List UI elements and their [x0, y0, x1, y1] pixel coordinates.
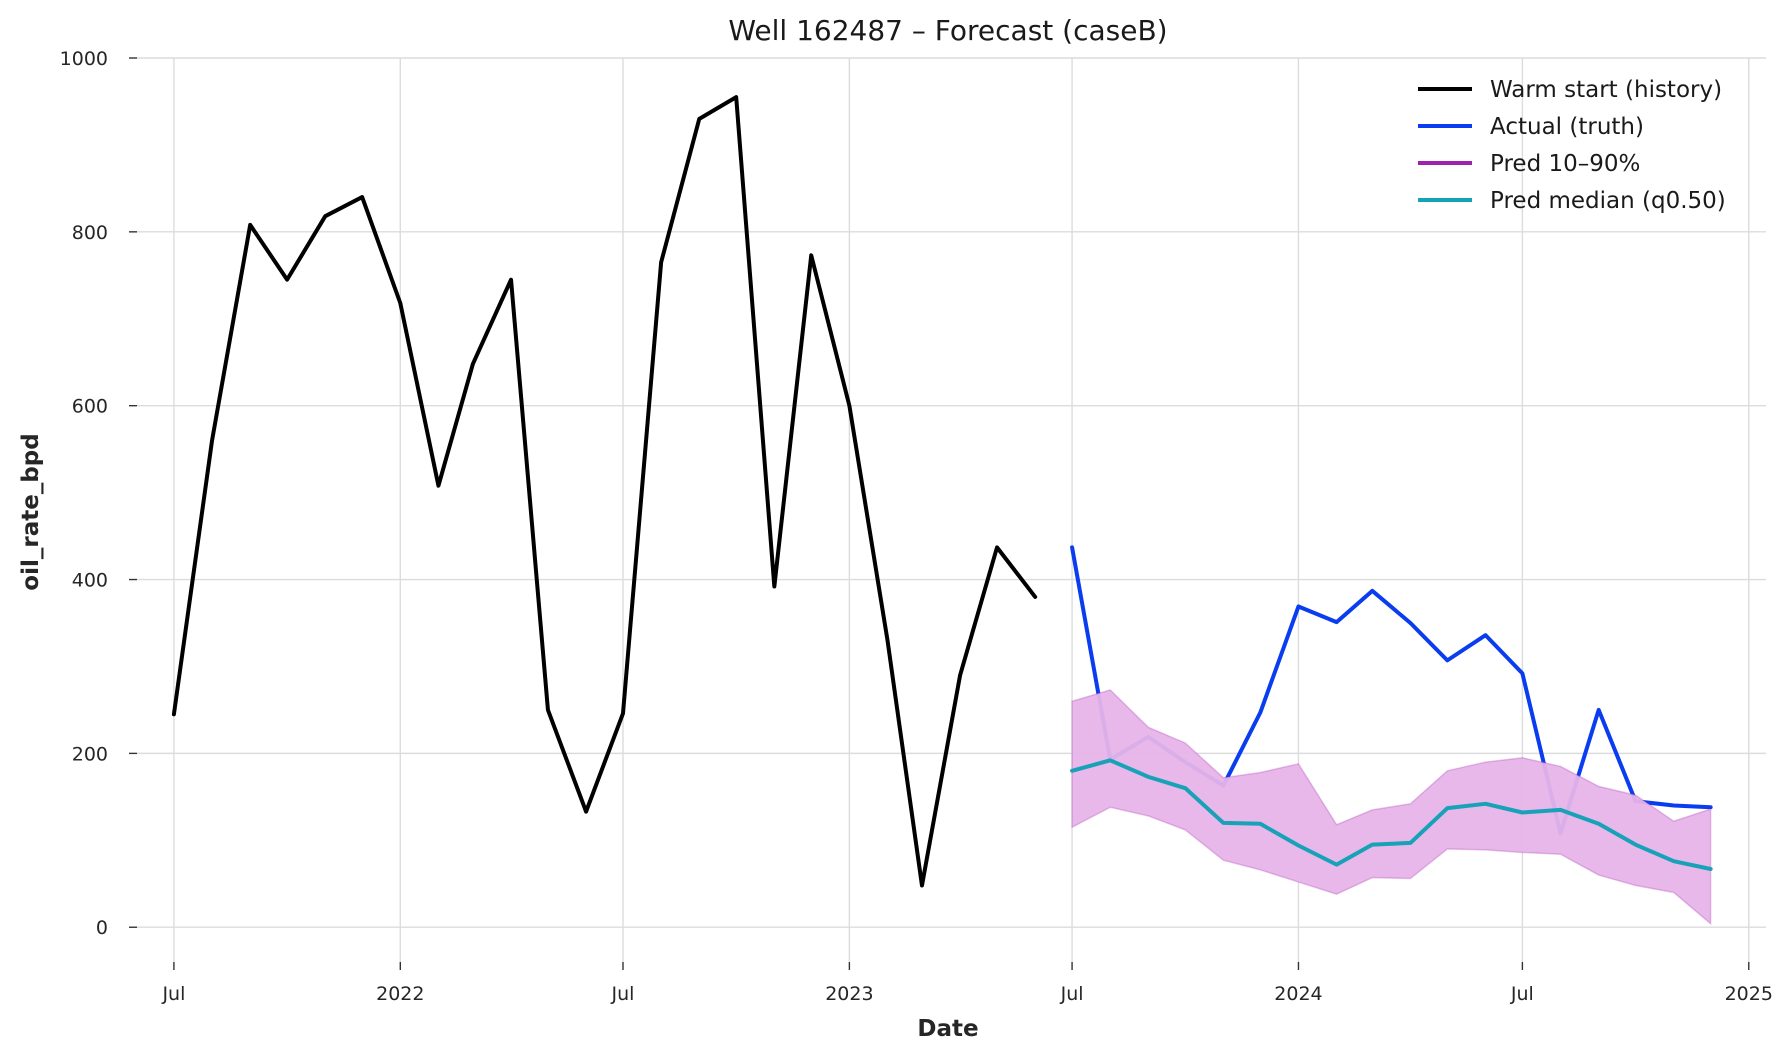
- chart-title: Well 162487 – Forecast (caseB): [728, 14, 1167, 47]
- legend-item: Pred 10–90%: [1418, 151, 1640, 177]
- series-pred-median-q0-50: [1070, 758, 1713, 871]
- x-tick-label: 2025: [1725, 983, 1773, 1005]
- x-tick-label: 2022: [376, 983, 424, 1005]
- legend-item: Actual (truth): [1418, 114, 1644, 140]
- y-axis-label: oil_rate_bpd: [18, 433, 44, 590]
- y-tick-label: 600: [72, 396, 108, 418]
- series-warm-start-history: [171, 95, 1038, 888]
- legend-item: Pred median (q0.50): [1418, 188, 1726, 214]
- legend-label: Actual (truth): [1490, 114, 1644, 140]
- y-tick-label: 200: [72, 743, 108, 765]
- legend-item: Warm start (history): [1418, 77, 1722, 103]
- band-10-90: [1071, 689, 1712, 926]
- x-tick-label: Jul: [1510, 983, 1534, 1005]
- legend-label: Pred median (q0.50): [1490, 188, 1726, 214]
- series-pred-10-90: [1071, 689, 1712, 926]
- y-tick-label: 800: [72, 222, 108, 244]
- x-tick-label: Jul: [611, 983, 635, 1005]
- legend-label: Pred 10–90%: [1490, 151, 1640, 177]
- x-tick-label: 2024: [1274, 983, 1322, 1005]
- x-tick-label: Jul: [1060, 983, 1084, 1005]
- x-tick-label: 2023: [825, 983, 873, 1005]
- legend: Warm start (history) Actual (truth) Pred 1…: [1418, 77, 1726, 214]
- y-tick-label: 1000: [60, 48, 108, 70]
- y-tick-label: 0: [96, 917, 108, 939]
- x-axis-label: Date: [917, 1016, 978, 1042]
- series-line: [171, 95, 1038, 888]
- series-line: [1070, 758, 1713, 871]
- x-axis-ticks: Jul 2022 Jul 2023 Jul 2024 Jul 2025: [161, 962, 1773, 1005]
- y-tick-label: 400: [72, 570, 108, 592]
- legend-label: Warm start (history): [1490, 77, 1722, 103]
- series-layer: [171, 95, 1713, 926]
- x-tick-label: Jul: [161, 983, 185, 1005]
- y-axis-ticks: 0 200 400 600 800 1000: [60, 48, 137, 939]
